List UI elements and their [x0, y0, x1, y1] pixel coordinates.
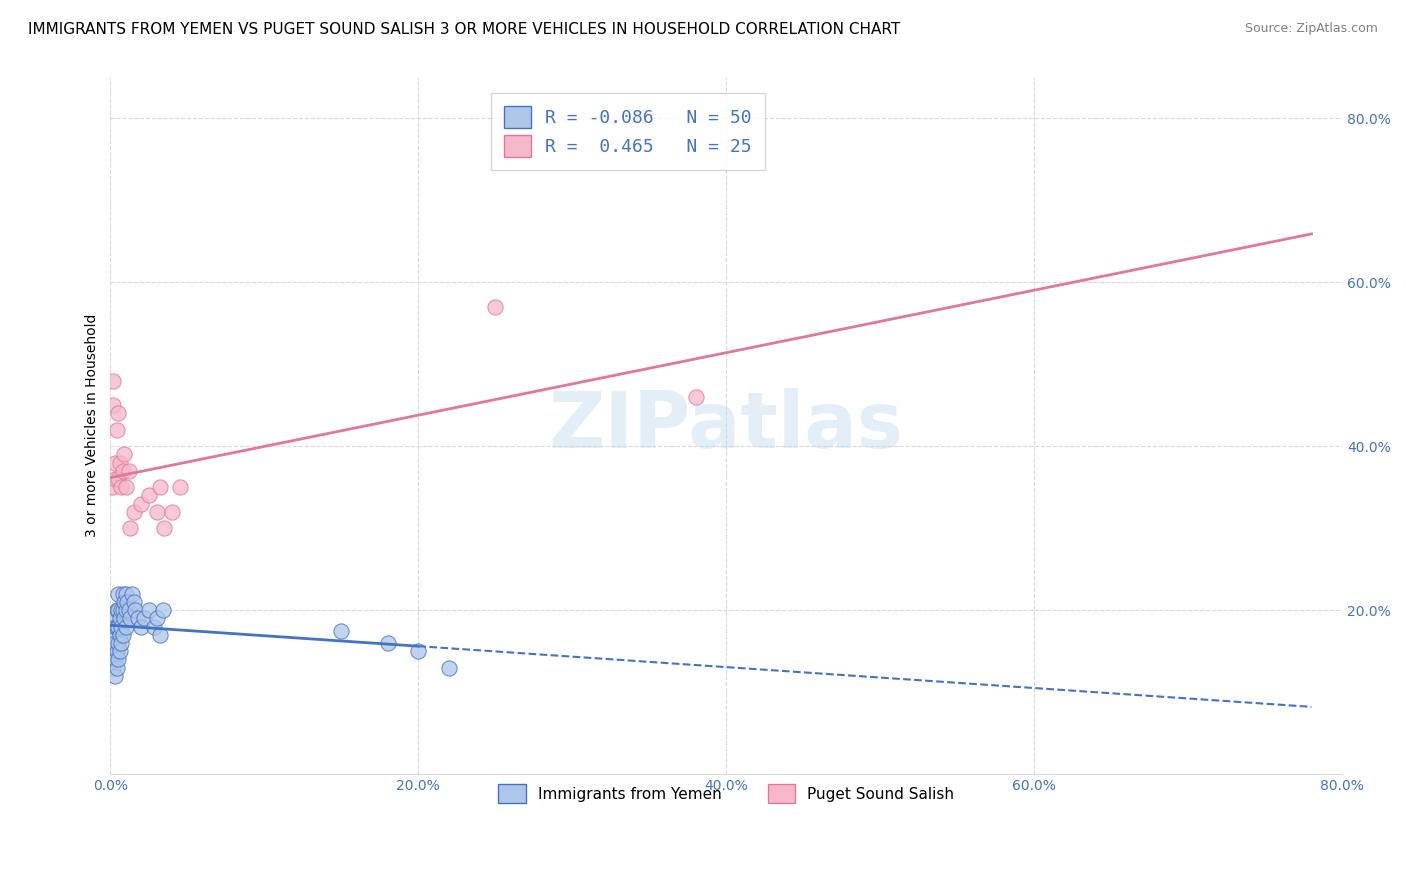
Point	[105, 423, 128, 437]
Point	[101, 628, 124, 642]
Point	[103, 374, 125, 388]
Point	[122, 505, 145, 519]
Point	[112, 447, 135, 461]
Point	[153, 521, 176, 535]
Y-axis label: 3 or more Vehicles in Household: 3 or more Vehicles in Household	[86, 314, 100, 538]
Point	[107, 587, 129, 601]
Point	[110, 480, 132, 494]
Point	[108, 644, 131, 658]
Point	[134, 611, 156, 625]
Point	[114, 619, 136, 633]
Point	[101, 652, 124, 666]
Point	[104, 636, 127, 650]
Point	[104, 669, 127, 683]
Point	[105, 603, 128, 617]
Text: Source: ZipAtlas.com: Source: ZipAtlas.com	[1244, 22, 1378, 36]
Point	[110, 619, 132, 633]
Point	[101, 480, 124, 494]
Point	[114, 603, 136, 617]
Legend: Immigrants from Yemen, Puget Sound Salish: Immigrants from Yemen, Puget Sound Salis…	[486, 772, 966, 815]
Point	[120, 521, 142, 535]
Point	[108, 456, 131, 470]
Text: ZIPatlas: ZIPatlas	[548, 388, 904, 464]
Point	[104, 472, 127, 486]
Point	[377, 636, 399, 650]
Point	[110, 603, 132, 617]
Point	[114, 480, 136, 494]
Point	[142, 619, 165, 633]
Point	[117, 595, 139, 609]
Point	[112, 611, 135, 625]
Point	[152, 603, 174, 617]
Point	[121, 587, 143, 601]
Point	[107, 652, 129, 666]
Point	[118, 603, 141, 617]
Point	[145, 505, 167, 519]
Point	[138, 488, 160, 502]
Point	[111, 628, 134, 642]
Point	[437, 660, 460, 674]
Point	[120, 611, 142, 625]
Point	[104, 456, 127, 470]
Point	[105, 644, 128, 658]
Point	[330, 624, 353, 638]
Point	[107, 619, 129, 633]
Point	[103, 398, 125, 412]
Point	[103, 644, 125, 658]
Point	[160, 505, 183, 519]
Point	[149, 628, 172, 642]
Point	[127, 611, 149, 625]
Point	[103, 611, 125, 625]
Point	[112, 595, 135, 609]
Point	[111, 587, 134, 601]
Point	[110, 636, 132, 650]
Point	[149, 480, 172, 494]
Point	[114, 587, 136, 601]
Point	[104, 652, 127, 666]
Point	[685, 390, 707, 404]
Point	[484, 300, 506, 314]
Point	[122, 595, 145, 609]
Point	[129, 619, 152, 633]
Point	[108, 628, 131, 642]
Point	[103, 660, 125, 674]
Point	[107, 472, 129, 486]
Text: IMMIGRANTS FROM YEMEN VS PUGET SOUND SALISH 3 OR MORE VEHICLES IN HOUSEHOLD CORR: IMMIGRANTS FROM YEMEN VS PUGET SOUND SAL…	[28, 22, 900, 37]
Point	[111, 603, 134, 617]
Point	[111, 464, 134, 478]
Point	[138, 603, 160, 617]
Point	[104, 619, 127, 633]
Point	[169, 480, 191, 494]
Point	[107, 636, 129, 650]
Point	[105, 619, 128, 633]
Point	[107, 603, 129, 617]
Point	[105, 660, 128, 674]
Point	[129, 497, 152, 511]
Point	[108, 611, 131, 625]
Point	[107, 407, 129, 421]
Point	[408, 644, 430, 658]
Point	[145, 611, 167, 625]
Point	[118, 464, 141, 478]
Point	[124, 603, 146, 617]
